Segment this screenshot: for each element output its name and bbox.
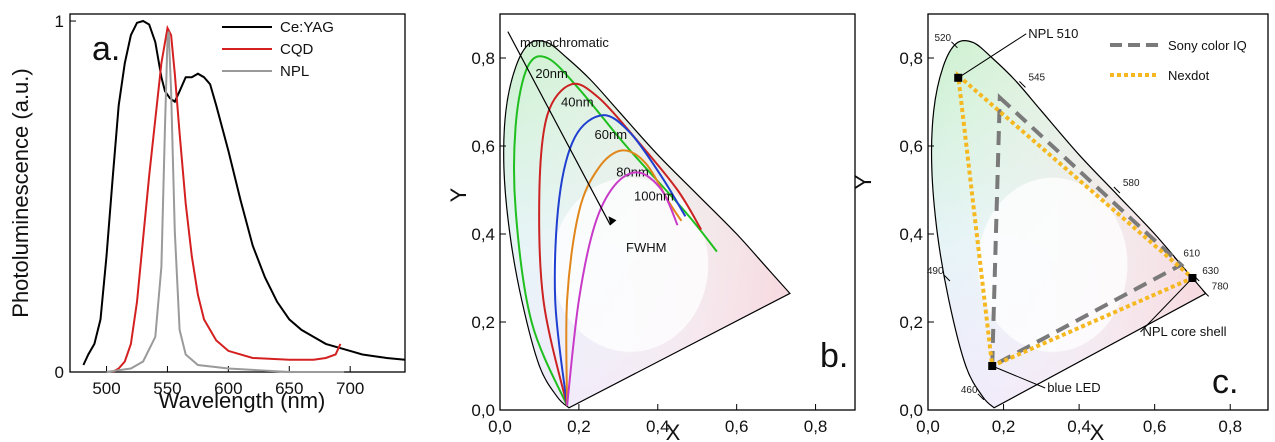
series-label-40nm: 40nm: [561, 94, 594, 109]
locus-tick: [1113, 186, 1121, 194]
panel-a-xtick-label: 500: [92, 379, 120, 398]
annotation-fwhm: FWHM: [626, 240, 666, 255]
panel-a-plot: 500 550 600 650 700 0 1: [55, 12, 406, 398]
locus-tick: [1202, 290, 1210, 297]
locus-label-630: 630: [1202, 266, 1219, 277]
locus-label-490: 490: [927, 266, 944, 277]
panel-a-xtick-label: 550: [153, 379, 181, 398]
panel-b-ylabel: Y: [446, 187, 471, 202]
xtick-label: 0,2: [567, 417, 591, 436]
series-line-60nm: [553, 114, 687, 406]
locus-label-545: 545: [1028, 72, 1045, 83]
series-label-60nm: 60nm: [595, 127, 628, 142]
ytick-label: 0,2: [471, 313, 495, 332]
series-line-20nm: [513, 55, 718, 406]
panel-a-legend: Ce:YAG CQD NPL: [222, 19, 334, 80]
panel-a-xlabel: Wavelength (nm): [159, 388, 326, 413]
point-leader: [1140, 277, 1193, 333]
ytick-label: 0,0: [899, 401, 923, 420]
locus-label-780: 780: [1212, 281, 1229, 292]
fwhm-arrow: [507, 31, 611, 226]
series-line-npl: [106, 31, 345, 373]
panel-a-xtick-label: 650: [275, 379, 303, 398]
xtick-label: 0,4: [1067, 417, 1091, 436]
point-label: NPL core shell: [1142, 324, 1226, 339]
annotation-monochromatic: monochromatic: [520, 35, 609, 50]
panel-a-frame: [69, 13, 406, 373]
ytick-label: 0,0: [471, 401, 495, 420]
panel-b-label: b.: [820, 337, 848, 375]
locus-label-460: 460: [961, 385, 978, 396]
spectral-locus: [930, 40, 1207, 409]
point-label: NPL 510: [1028, 26, 1078, 41]
panel-a-ytick-label: 1: [55, 12, 64, 31]
point-leader: [992, 365, 1046, 389]
series-line-ce-yag: [82, 19, 406, 366]
panel-c-legend: Sony color IQ Nexdot: [1110, 38, 1247, 83]
xtick-label: 0,0: [916, 417, 940, 436]
gamut-sony-color-iq: [990, 93, 1185, 370]
cie-fill: [931, 40, 1206, 408]
point-leader: [957, 33, 1027, 79]
legend-label: Sony color IQ: [1168, 38, 1247, 53]
cie-fill-white: [977, 177, 1128, 352]
panel-a-xtick-label: 700: [336, 379, 364, 398]
panel-frame: [499, 13, 856, 411]
xtick-label: 0,8: [1218, 417, 1242, 436]
point-label: blue LED: [1047, 380, 1100, 395]
series-label-100nm: 100nm: [634, 188, 674, 203]
panel-a-xtick-label: 600: [214, 379, 242, 398]
locus-label-610: 610: [1183, 248, 1200, 259]
spectral-locus: [503, 40, 791, 409]
panel-a-label: a.: [92, 30, 120, 68]
legend-label: CQD: [280, 41, 314, 58]
panel-c-ylabel: Y: [851, 174, 876, 189]
ytick-label: 0,6: [899, 137, 923, 156]
panel-a-ylabel: Photoluminescence (a.u.): [8, 68, 33, 317]
panel-b-plot: 0,0 0,2 0,4 0,6 0,8 0,0 0,2 0,4 0,6 0,8 20nm 40nm 60…: [471, 13, 856, 436]
series-line-100nm: [566, 171, 679, 406]
ytick-label: 0,4: [899, 225, 923, 244]
locus-tick: [977, 393, 985, 401]
locus-label-520: 520: [934, 33, 951, 44]
panel-c-xlabel: X: [1090, 420, 1105, 442]
locus-tick: [1019, 81, 1026, 88]
series-line-40nm: [538, 82, 703, 406]
panel-b-xlabel: X: [666, 420, 681, 442]
series-line-cqd: [112, 24, 342, 373]
fwhm-arrowhead: [608, 216, 617, 226]
ytick-label: 0,8: [471, 49, 495, 68]
series-label-20nm: 20nm: [535, 66, 568, 81]
xtick-label: 0,6: [725, 417, 749, 436]
xtick-label: 0,6: [1143, 417, 1167, 436]
xtick-label: 0,2: [992, 417, 1016, 436]
legend-label: Ce:YAG: [280, 19, 334, 36]
cie-fill-white: [552, 177, 709, 352]
ytick-label: 0,6: [471, 137, 495, 156]
legend-label: NPL: [280, 63, 309, 80]
panel-c-label: c.: [1212, 363, 1238, 401]
panel-b: 0,0 0,2 0,4 0,6 0,8 0,0 0,2 0,4 0,6 0,8 20nm 40nm 60…: [446, 13, 856, 442]
legend-label: Nexdot: [1168, 68, 1210, 83]
ytick-label: 0,4: [471, 225, 495, 244]
locus-label-580: 580: [1123, 178, 1140, 189]
locus-tick: [943, 274, 951, 282]
xtick-label: 0,8: [804, 417, 828, 436]
gamut-nexdot: [955, 70, 1197, 369]
panel-c: 0,0 0,2 0,4 0,6 0,8 0,0 0,2 0,4 0,6 0,8 460 490 520 5…: [851, 13, 1269, 442]
ytick-label: 0,8: [899, 49, 923, 68]
panel-frame: [927, 13, 1269, 411]
panel-a: 500 550 600 650 700 0 1 a. Wavelength (nm) Pho…: [8, 12, 406, 413]
xtick-label: 0,4: [646, 417, 670, 436]
xtick-label: 0,0: [488, 417, 512, 436]
locus-tick: [951, 41, 958, 49]
ytick-label: 0,2: [899, 313, 923, 332]
panel-a-ytick-label: 0: [55, 363, 64, 382]
